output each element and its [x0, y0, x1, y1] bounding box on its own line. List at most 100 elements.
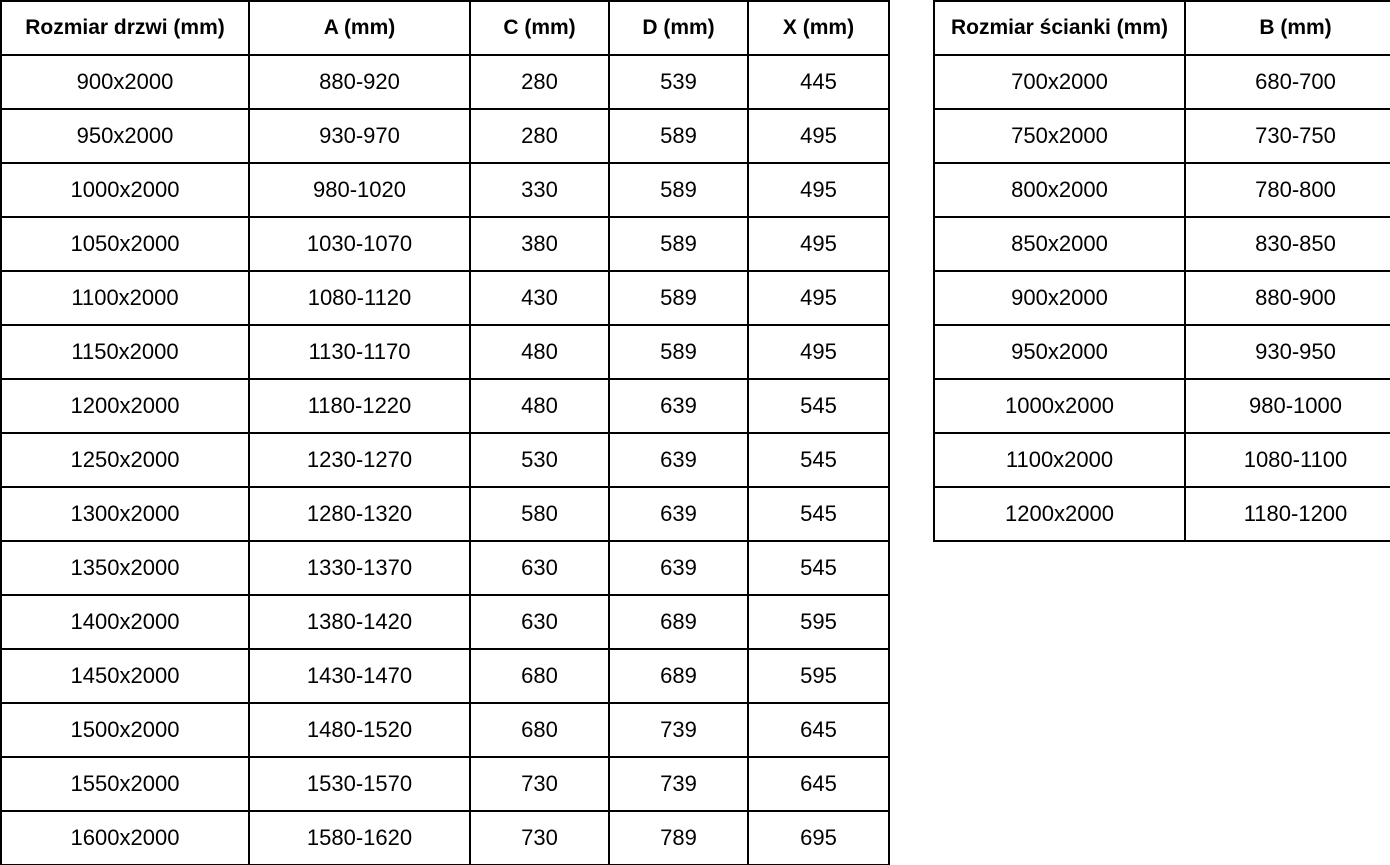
table-cell: 1530-1570 [248, 756, 471, 812]
table-cell: 930-950 [1184, 324, 1390, 380]
table-cell: 730 [469, 810, 610, 865]
table-cell: 830-850 [1184, 216, 1390, 272]
table-cell: 1180-1220 [248, 378, 471, 434]
table-cell: 1400x2000 [0, 594, 250, 650]
table-cell: 950x2000 [0, 108, 250, 164]
table-cell: 850x2000 [933, 216, 1186, 272]
table-cell: 495 [747, 324, 890, 380]
table-cell: 1380-1420 [248, 594, 471, 650]
table-row: 1450x2000 1430-1470 680 689 595 [0, 648, 890, 704]
table-cell: 980-1020 [248, 162, 471, 218]
table-cell: 595 [747, 594, 890, 650]
table-cell: 1180-1200 [1184, 486, 1390, 542]
wall-panel-sizes-table: Rozmiar ścianki (mm) B (mm) 700x2000 680-7… [933, 0, 1390, 542]
table-cell: 645 [747, 702, 890, 758]
table-row: 1200x2000 1180-1200 [933, 486, 1390, 542]
table-cell: 495 [747, 108, 890, 164]
table-cell: 545 [747, 432, 890, 488]
table-cell: 580 [469, 486, 610, 542]
table-cell: 480 [469, 324, 610, 380]
table-row: 1100x2000 1080-1120 430 589 495 [0, 270, 890, 326]
table-cell: 1080-1100 [1184, 432, 1390, 488]
table-cell: 380 [469, 216, 610, 272]
table-cell: 1350x2000 [0, 540, 250, 596]
column-header: C (mm) [469, 0, 610, 56]
table-cell: 789 [608, 810, 749, 865]
table-cell: 545 [747, 378, 890, 434]
table-row: 1050x2000 1030-1070 380 589 495 [0, 216, 890, 272]
table-cell: 1000x2000 [933, 378, 1186, 434]
table-cell: 630 [469, 540, 610, 596]
table-cell: 430 [469, 270, 610, 326]
table-cell: 1130-1170 [248, 324, 471, 380]
table-cell: 880-900 [1184, 270, 1390, 326]
table-cell: 1250x2000 [0, 432, 250, 488]
table-cell: 495 [747, 216, 890, 272]
table-cell: 739 [608, 702, 749, 758]
door-table-header: Rozmiar drzwi (mm) A (mm) C (mm) D (mm) X (m… [0, 0, 890, 56]
table-row: 900x2000 880-900 [933, 270, 1390, 326]
table-cell: 700x2000 [933, 54, 1186, 110]
table-cell: 880-920 [248, 54, 471, 110]
table-cell: 1450x2000 [0, 648, 250, 704]
table-cell: 1550x2000 [0, 756, 250, 812]
table-row: 850x2000 830-850 [933, 216, 1390, 272]
table-cell: 495 [747, 270, 890, 326]
table-row: 1350x2000 1330-1370 630 639 545 [0, 540, 890, 596]
table-row: 1200x2000 1180-1220 480 639 545 [0, 378, 890, 434]
table-cell: 280 [469, 108, 610, 164]
table-cell: 539 [608, 54, 749, 110]
table-cell: 1600x2000 [0, 810, 250, 865]
column-header: D (mm) [608, 0, 749, 56]
table-cell: 680 [469, 702, 610, 758]
table-row: 950x2000 930-970 280 589 495 [0, 108, 890, 164]
table-cell: 800x2000 [933, 162, 1186, 218]
table-cell: 330 [469, 162, 610, 218]
table-cell: 589 [608, 162, 749, 218]
table-row: 800x2000 780-800 [933, 162, 1390, 218]
table-cell: 730-750 [1184, 108, 1390, 164]
door-sizes-table: Rozmiar drzwi (mm) A (mm) C (mm) D (mm) X (m… [0, 0, 890, 865]
table-cell: 780-800 [1184, 162, 1390, 218]
table-cell: 1100x2000 [933, 432, 1186, 488]
table-cell: 530 [469, 432, 610, 488]
header-row: Rozmiar drzwi (mm) A (mm) C (mm) D (mm) X (m… [0, 0, 890, 56]
table-cell: 545 [747, 486, 890, 542]
table-cell: 1200x2000 [933, 486, 1186, 542]
table-cell: 1200x2000 [0, 378, 250, 434]
table-row: 1000x2000 980-1020 330 589 495 [0, 162, 890, 218]
table-row: 1500x2000 1480-1520 680 739 645 [0, 702, 890, 758]
table-cell: 1100x2000 [0, 270, 250, 326]
table-row: 750x2000 730-750 [933, 108, 1390, 164]
table-cell: 680 [469, 648, 610, 704]
table-cell: 750x2000 [933, 108, 1186, 164]
table-row: 1100x2000 1080-1100 [933, 432, 1390, 488]
table-cell: 1280-1320 [248, 486, 471, 542]
table-cell: 495 [747, 162, 890, 218]
table-cell: 1050x2000 [0, 216, 250, 272]
column-header: X (mm) [747, 0, 890, 56]
table-cell: 1430-1470 [248, 648, 471, 704]
wall-table-body: 700x2000 680-700 750x2000 730-750 800x2000 78… [933, 54, 1390, 542]
table-row: 900x2000 880-920 280 539 445 [0, 54, 890, 110]
table-cell: 645 [747, 756, 890, 812]
table-cell: 950x2000 [933, 324, 1186, 380]
door-table-body: 900x2000 880-920 280 539 445 950x2000 930-970 2… [0, 54, 890, 865]
table-row: 1550x2000 1530-1570 730 739 645 [0, 756, 890, 812]
table-row: 1600x2000 1580-1620 730 789 695 [0, 810, 890, 865]
table-cell: 480 [469, 378, 610, 434]
column-header: A (mm) [248, 0, 471, 56]
column-header: B (mm) [1184, 0, 1390, 56]
table-cell: 639 [608, 486, 749, 542]
column-header: Rozmiar drzwi (mm) [0, 0, 250, 56]
table-cell: 639 [608, 378, 749, 434]
table-cell: 1030-1070 [248, 216, 471, 272]
table-cell: 589 [608, 270, 749, 326]
column-header: Rozmiar ścianki (mm) [933, 0, 1186, 56]
table-cell: 589 [608, 108, 749, 164]
table-cell: 1580-1620 [248, 810, 471, 865]
table-cell: 1080-1120 [248, 270, 471, 326]
table-cell: 545 [747, 540, 890, 596]
table-cell: 595 [747, 648, 890, 704]
